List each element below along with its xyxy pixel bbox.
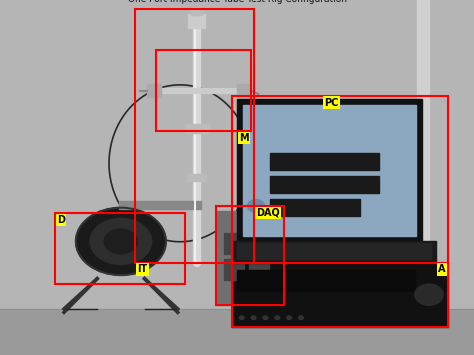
Circle shape bbox=[247, 200, 264, 212]
Bar bbox=[187, 174, 206, 181]
Circle shape bbox=[263, 316, 268, 320]
Text: PC: PC bbox=[325, 98, 339, 108]
Bar bbox=[237, 243, 431, 259]
Bar bbox=[224, 259, 244, 280]
Bar bbox=[249, 233, 269, 254]
Bar bbox=[270, 153, 379, 170]
Bar bbox=[232, 96, 448, 263]
Bar bbox=[0, 309, 474, 355]
Bar bbox=[135, 9, 254, 263]
Bar bbox=[237, 270, 415, 291]
Circle shape bbox=[90, 218, 152, 264]
Circle shape bbox=[76, 208, 166, 275]
Bar bbox=[185, 124, 209, 133]
Bar bbox=[270, 199, 360, 216]
Circle shape bbox=[251, 316, 256, 320]
Text: IT: IT bbox=[137, 264, 148, 274]
Bar bbox=[188, 14, 205, 28]
Circle shape bbox=[299, 316, 303, 320]
Bar bbox=[237, 99, 422, 241]
Bar bbox=[55, 213, 185, 284]
Bar bbox=[270, 176, 379, 193]
Text: D: D bbox=[57, 215, 65, 225]
Text: One Port Impedance Tube Test Rig Configuration: One Port Impedance Tube Test Rig Configu… bbox=[128, 0, 346, 4]
Bar bbox=[216, 206, 284, 305]
Bar bbox=[191, 9, 202, 15]
Circle shape bbox=[239, 316, 244, 320]
Bar bbox=[156, 50, 251, 131]
Text: A: A bbox=[438, 264, 446, 274]
Bar bbox=[232, 241, 436, 263]
Bar bbox=[216, 211, 284, 305]
Text: M: M bbox=[239, 133, 249, 143]
Circle shape bbox=[415, 284, 443, 305]
Circle shape bbox=[287, 316, 292, 320]
Bar bbox=[243, 105, 416, 236]
Bar bbox=[237, 84, 251, 97]
Bar bbox=[224, 233, 244, 254]
Bar bbox=[232, 263, 448, 327]
Bar bbox=[249, 259, 269, 280]
Circle shape bbox=[275, 316, 280, 320]
Bar bbox=[147, 84, 161, 97]
Bar bbox=[118, 201, 201, 209]
Circle shape bbox=[104, 229, 137, 254]
Text: DAQ: DAQ bbox=[256, 208, 280, 218]
Bar bbox=[417, 0, 429, 309]
Bar bbox=[232, 263, 448, 327]
